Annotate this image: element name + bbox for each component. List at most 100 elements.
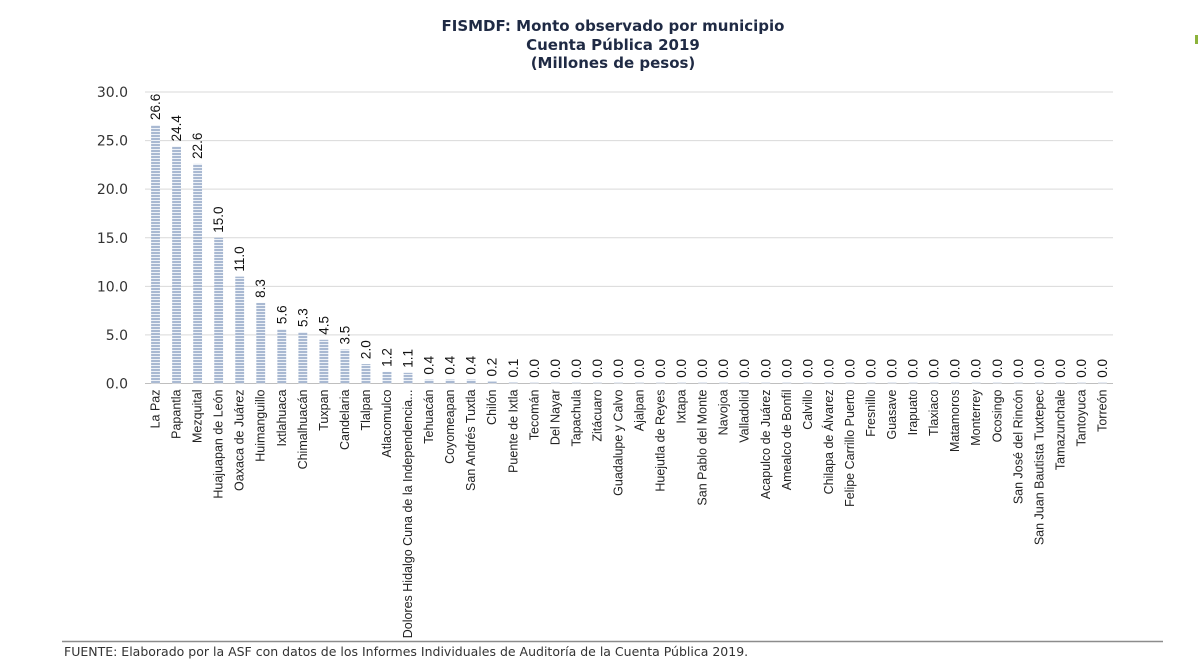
x-tick-label: Amealco de Bonfil — [780, 390, 794, 491]
y-tick-label: 10.0 — [97, 279, 128, 295]
x-tick-label: Chimalhuacán — [296, 389, 310, 469]
data-label: 4.5 — [316, 316, 331, 335]
bar — [172, 146, 181, 384]
data-label: 0.0 — [779, 359, 794, 378]
x-tick-label: Zitácuaro — [590, 389, 604, 441]
data-label: 11.0 — [232, 246, 247, 271]
x-tick-label: Ixtlahuaca — [275, 389, 289, 446]
data-label: 5.3 — [295, 308, 310, 327]
x-tick-label: San José del Rincón — [1011, 389, 1025, 504]
bar — [866, 382, 876, 384]
x-tick-label: Ixtapa — [675, 389, 689, 423]
data-label: 0.0 — [842, 359, 857, 378]
bar — [277, 329, 287, 384]
data-label: 0.0 — [1032, 359, 1047, 378]
x-tick-label: Tecomán — [527, 389, 541, 440]
bar — [950, 382, 960, 384]
x-tick-label: Candelaria — [338, 389, 352, 450]
bar — [487, 381, 497, 384]
data-label: 0.0 — [1074, 359, 1089, 378]
y-axis-tick-labels: 0.0 5.0 10.0 15.0 20.0 25.0 30.0 — [97, 85, 128, 393]
data-label: 0.0 — [527, 359, 542, 378]
bar — [151, 125, 160, 384]
data-label: 0.0 — [569, 359, 584, 378]
x-tick-label: Irapuato — [906, 389, 920, 435]
data-label: 0.0 — [906, 359, 921, 378]
data-label: 0.0 — [885, 359, 900, 378]
bars — [151, 125, 1107, 384]
data-label: 24.4 — [169, 115, 184, 142]
bar — [361, 364, 371, 384]
data-label: 0.0 — [927, 359, 942, 378]
x-tick-label: Huejutla de Reyes — [654, 390, 668, 492]
data-label: 22.6 — [190, 133, 205, 159]
x-tick-label: Oaxaca de Juárez — [233, 390, 247, 491]
bar — [466, 379, 476, 384]
x-tick-label: Mezquital — [191, 390, 205, 444]
bar — [593, 382, 602, 384]
x-tick-label: Tuxpan — [317, 389, 331, 430]
x-tick-label: La Paz — [149, 390, 163, 429]
bar — [508, 382, 518, 384]
data-label: 0.4 — [443, 355, 458, 374]
data-label: 5.6 — [274, 305, 289, 324]
x-tick-label: Huimanguillo — [254, 389, 268, 461]
chart-title: FISMDF: Monto observado por municipio Cu… — [442, 17, 785, 72]
bar — [403, 372, 413, 384]
bar — [424, 379, 434, 384]
bar — [1013, 382, 1023, 384]
x-tick-label: Tamazunchale — [1053, 389, 1067, 470]
bar — [1077, 382, 1086, 384]
data-label: 0.0 — [758, 359, 773, 378]
bar — [677, 382, 687, 384]
y-tick-label: 15.0 — [97, 231, 128, 247]
data-label: 0.0 — [737, 359, 752, 378]
data-label: 0.0 — [695, 359, 710, 378]
data-label: 0.0 — [1011, 359, 1026, 378]
x-tick-label: Navojoa — [717, 389, 731, 435]
data-label: 0.0 — [1095, 359, 1110, 378]
data-label: 3.5 — [337, 326, 352, 345]
x-tick-label: Tantoyuca — [1074, 389, 1088, 446]
data-label: 0.0 — [800, 359, 815, 378]
data-label: 0.0 — [716, 359, 731, 378]
data-labels: 26.6 24.4 22.6 15.0 11.0 8.3 5.6 5.3 4.5 3.5 2.0 1.… — [148, 94, 1110, 378]
chart-title-line-1: FISMDF: Monto observado por municipio — [442, 17, 785, 35]
data-label: 0.0 — [632, 359, 647, 378]
x-tick-label: Torreón — [1095, 389, 1109, 431]
x-tick-label: Chilón — [485, 389, 499, 424]
bar — [698, 382, 708, 384]
x-tick-label: Guadalupe y Calvo — [611, 389, 625, 495]
bar — [340, 349, 350, 384]
bar — [550, 382, 560, 384]
data-label: 0.4 — [422, 355, 437, 374]
x-tick-label: Ocosingo — [990, 389, 1004, 442]
data-label: 0.0 — [969, 359, 984, 378]
bar — [1055, 382, 1065, 384]
bar — [845, 382, 855, 384]
x-tick-label: Dolores Hidalgo Cuna de la Independencia… — [401, 390, 415, 639]
x-axis-tick-labels: La Paz Papantla Mezquital Huajuapan de León… — [149, 389, 1110, 639]
x-tick-label: Atlacomulco — [380, 389, 394, 457]
bar — [614, 382, 623, 384]
x-tick-label: Tlalpan — [359, 389, 373, 430]
data-label: 0.1 — [506, 359, 521, 378]
data-label: 0.2 — [485, 358, 500, 377]
bar — [382, 371, 392, 384]
bar — [193, 163, 203, 384]
x-tick-label: Puente de Ixtla — [506, 389, 520, 472]
data-label: 0.0 — [548, 359, 563, 378]
source-note: FUENTE: Elaborado por la ASF con datos d… — [64, 644, 748, 659]
x-tick-label: Calvillo — [801, 389, 815, 429]
y-tick-label: 30.0 — [97, 85, 128, 101]
x-tick-label: Valladolid — [738, 389, 752, 442]
x-tick-label: Huajuapan de León — [212, 389, 226, 498]
bar — [319, 339, 329, 384]
x-tick-label: Del Nayar — [548, 390, 562, 446]
x-tick-label: Coyomeapan — [443, 389, 457, 463]
data-label: 0.0 — [864, 359, 879, 378]
bar — [256, 302, 266, 384]
bar — [1034, 382, 1044, 384]
bar — [887, 382, 897, 384]
